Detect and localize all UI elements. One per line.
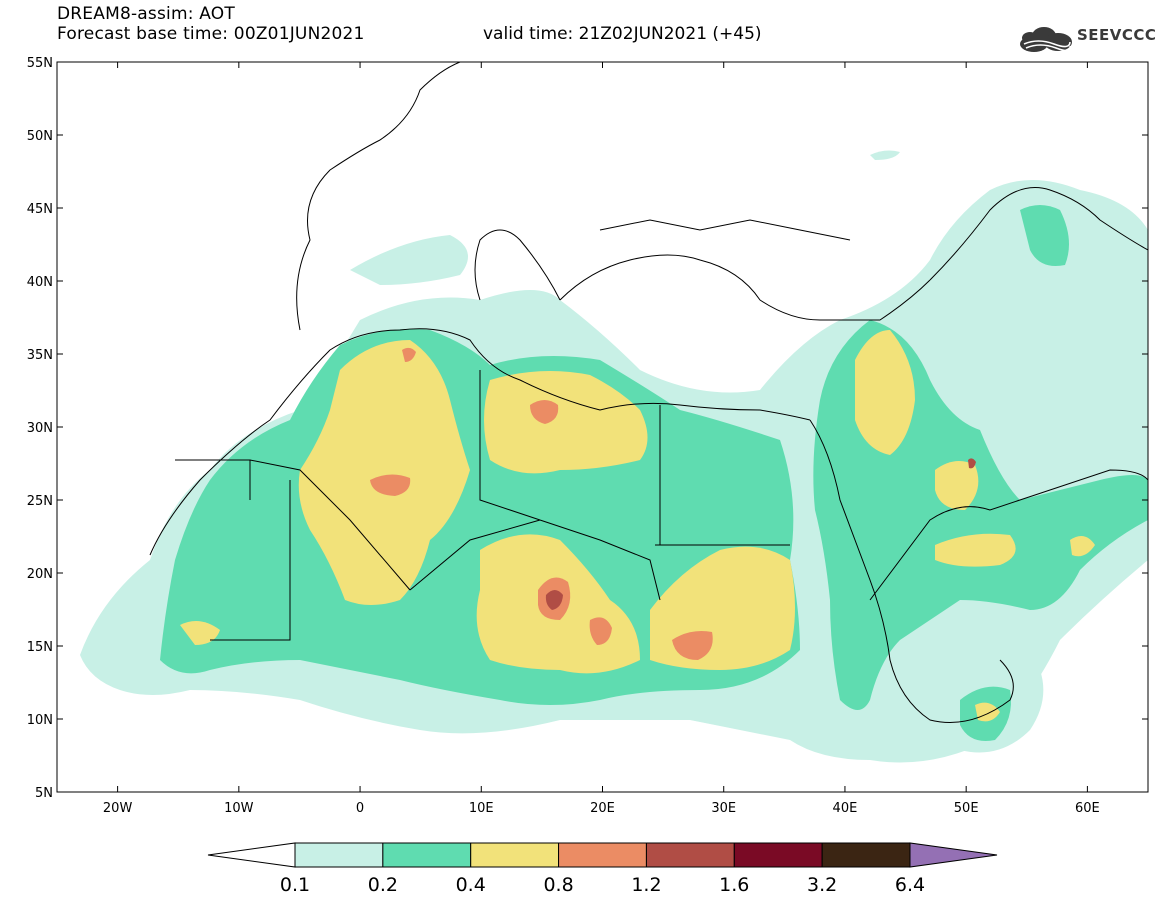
colorbar-label: 1.6 — [719, 874, 749, 896]
colorbar-under-triangle — [207, 842, 296, 868]
colorbar-label: 0.4 — [456, 874, 486, 896]
lon-tick-label: 10E — [469, 801, 494, 816]
colorbar-label: 1.2 — [631, 874, 661, 896]
lat-tick-label: 30N — [27, 421, 53, 436]
lat-tick-label: 15N — [27, 640, 53, 655]
colorbar-bin — [558, 842, 647, 868]
lat-tick-label: 5N — [35, 786, 53, 801]
lat-tick-label: 35N — [27, 348, 53, 363]
longitude-axis: 20W 10W 0 10E 20E 30E 40E 50E 60E — [103, 62, 1100, 816]
lon-tick-label: 10W — [224, 801, 254, 816]
colorbar-bin — [645, 842, 735, 868]
colorbar-legend: 0.1 0.2 0.4 0.8 1.2 1.6 3.2 6.4 — [207, 842, 998, 896]
lat-tick-label: 10N — [27, 713, 53, 728]
logo-text: SEEVCCC — [1077, 26, 1157, 44]
cloud-logo-icon — [1020, 27, 1072, 52]
lon-tick-label: 20W — [103, 801, 133, 816]
lon-tick-label: 50E — [954, 801, 979, 816]
coastlines-and-borders — [149, 62, 1148, 723]
colorbar-bin — [382, 842, 472, 868]
map-area — [57, 62, 1148, 792]
colorbar-label: 0.8 — [543, 874, 573, 896]
lon-tick-label: 40E — [833, 801, 858, 816]
forecast-base-time: Forecast base time: 00Z01JUN2021 — [57, 24, 365, 44]
lat-tick-label: 20N — [27, 567, 53, 582]
colorbar-bin — [294, 842, 384, 868]
lon-tick-label: 20E — [590, 801, 615, 816]
lon-tick-label: 30E — [711, 801, 736, 816]
lat-tick-label: 40N — [27, 275, 53, 290]
colorbar-label: 3.2 — [807, 874, 837, 896]
colorbar-over-triangle — [909, 842, 998, 868]
lon-tick-label: 0 — [356, 801, 364, 816]
colorbar-label: 6.4 — [895, 874, 925, 896]
map-title: DREAM8-assim: AOT — [57, 4, 235, 24]
aot-level-1-2-region — [545, 458, 976, 610]
aot-level-0-8-region — [370, 347, 713, 660]
lat-tick-label: 45N — [27, 202, 53, 217]
colorbar-bin — [470, 842, 560, 868]
lat-tick-label: 50N — [27, 129, 53, 144]
lat-tick-label: 55N — [27, 56, 53, 71]
colorbar-bin — [821, 842, 911, 868]
lat-tick-label: 25N — [27, 494, 53, 509]
lon-tick-label: 60E — [1075, 801, 1100, 816]
colorbar-label: 0.1 — [280, 874, 310, 896]
colorbar-label: 0.2 — [368, 874, 398, 896]
colorbar-bin — [733, 842, 823, 868]
valid-time: valid time: 21Z02JUN2021 (+45) — [483, 24, 762, 44]
latitude-axis: 55N 50N 45N 40N 35N 30N 25N 20N 15N 10N 5N — [27, 56, 1148, 801]
